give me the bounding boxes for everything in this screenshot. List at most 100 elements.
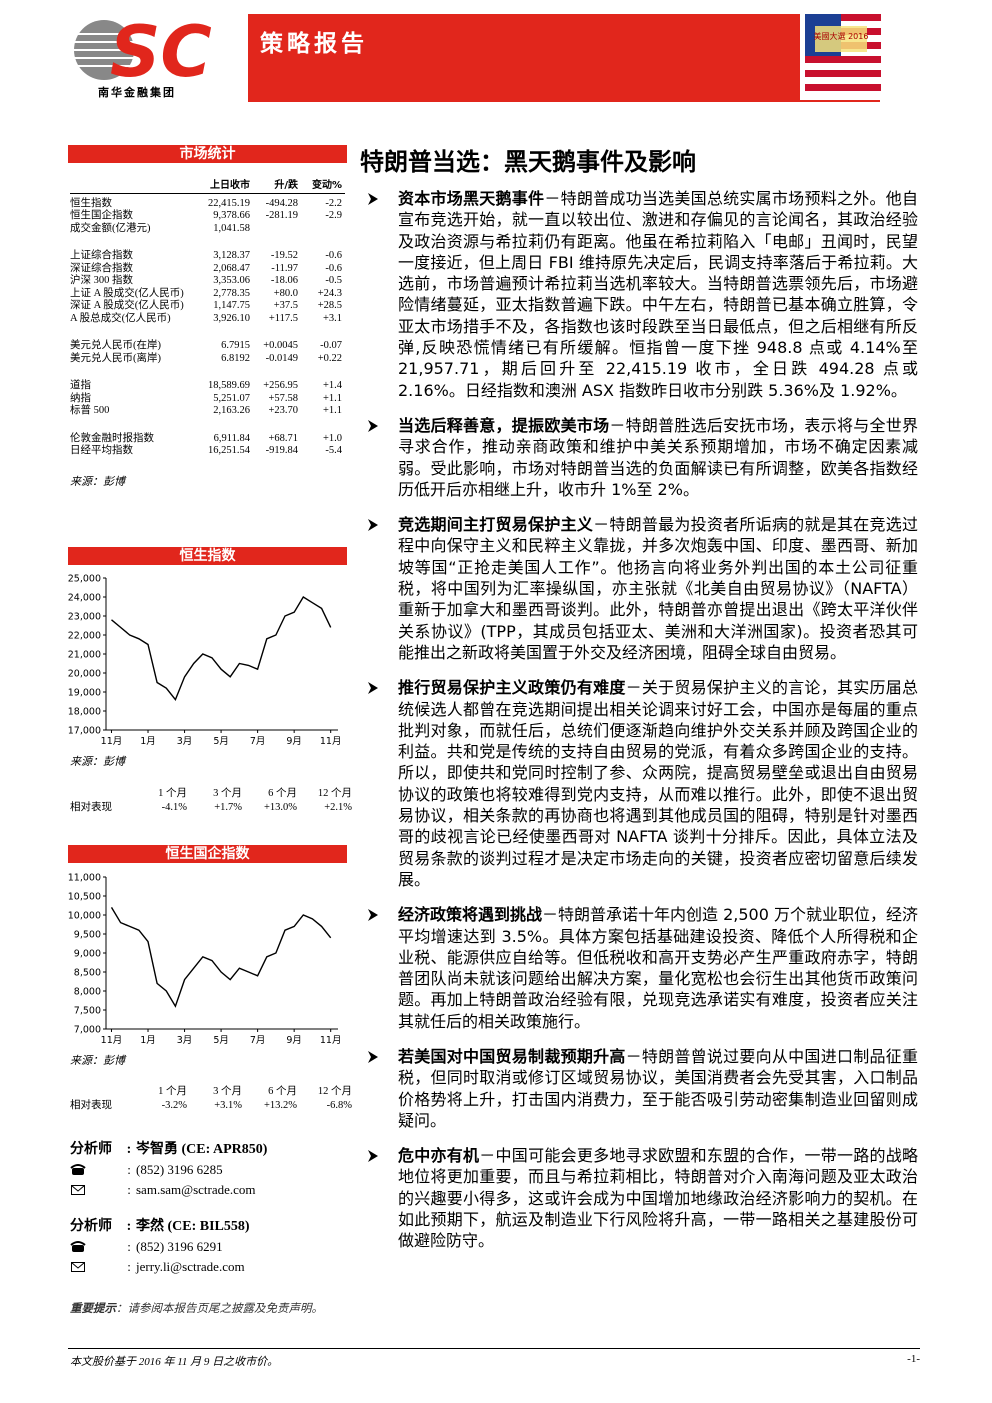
x-tick-label: 11月 [320, 1035, 342, 1046]
paragraph-body: －中国可能会更多地寻求欧盟和东盟的合作，一带一路的战略地位将更加重要，而且与希拉… [398, 1146, 918, 1251]
bullet [368, 1050, 378, 1063]
paragraph-body: －特朗普最为投资者所诟病的就是其在竞选过程中向保守主义和民粹主义靠拢，并多次炮轰… [398, 515, 918, 662]
flag: 美國大選 2016 [805, 14, 881, 100]
y-tick-label: 19,000 [68, 688, 101, 699]
stats-source: 来源：彭博 [70, 475, 125, 488]
separator: : [126, 1142, 132, 1157]
stats-label: A 股总成交(亿人民币) [70, 312, 171, 324]
spacer [70, 1085, 140, 1099]
paragraph-text: 当选后释善意，提振欧美市场－特朗普胜选后安抚市场，表示将与全世界寻求合作，推动亲… [398, 415, 918, 500]
stats-cell: +23.70 [268, 405, 298, 416]
stats-row: 恒生指数 22,415.19 -494.28 -2.2 [70, 198, 345, 211]
perf-value: +1.7% [214, 802, 242, 813]
globe-stripes [74, 33, 134, 67]
stats-cell: +1.4 [322, 380, 342, 391]
y-tick-label: 17,000 [68, 726, 101, 737]
stats-label: 沪深 300 指数 [70, 275, 133, 286]
bullet-shape [368, 1150, 378, 1163]
paragraph-heading: 经济政策将遇到挑战 [398, 905, 543, 925]
y-tick-label: 20,000 [68, 669, 101, 680]
icon-shape [70, 1241, 86, 1246]
stats-cell: +1.0 [322, 432, 342, 444]
perf-value: +2.1% [324, 802, 352, 813]
header-banner: 策略报告 [248, 14, 800, 100]
stats-cell: -0.6 [325, 250, 342, 261]
stats-cell: +3.1 [322, 312, 342, 324]
stats-row: 美元兑人民币(离岸) 6.8192 -0.0149 +0.22 [70, 353, 345, 366]
stats-row: 成交金额(亿港元) 1,041.58 [70, 223, 345, 236]
y-tick-label: 22,000 [68, 631, 101, 642]
stats-row: 上证 A 股成交(亿人民币) 2,778.35 +80.0 +24.3 [70, 288, 345, 301]
bullet-paragraph: 竞选期间主打贸易保护主义－特朗普最为投资者所诟病的就是其在竞选过程中向保守主义和… [360, 514, 920, 663]
footer-rule [68, 1348, 920, 1349]
stats-cell: 6.8192 [221, 352, 250, 364]
stats-label: 纳指 [70, 392, 91, 404]
analyst-name-row: 分析师: 岑智勇 (CE: APR850) [70, 1140, 350, 1160]
bullet-paragraph: 危中亦有机－中国可能会更多地寻求欧盟和东盟的合作，一带一路的战略地位将更加重要，… [360, 1145, 920, 1251]
perf-column-header: 1 个月 [158, 788, 187, 799]
notice-text: ：请参阅本报告页尾之披露及免责声明。 [116, 1301, 323, 1315]
stats-cell: -0.6 [325, 262, 342, 274]
stats-cell: 2,163.26 [213, 405, 250, 416]
analyst-phone: (852) 3196 6291 [136, 1239, 223, 1254]
analyst-email-row: : jerry.li@sctrade.com [70, 1257, 350, 1277]
y-tick-label: 18,000 [68, 707, 101, 718]
y-tick-label: 21,000 [68, 650, 101, 661]
paragraph-heading: 若美国对中国贸易制裁预期升高 [398, 1046, 626, 1066]
x-tick-label: 1月 [140, 1035, 156, 1046]
x-tick-label: 11月 [320, 736, 342, 747]
stats-cell: -0.0149 [265, 352, 298, 364]
icon-shape [72, 1245, 84, 1252]
index-line [110, 907, 332, 1008]
phone-icon [70, 1164, 86, 1175]
bullet-paragraph: 若美国对中国贸易制裁预期升高－特朗普曾说过要向从中国进口制品征重税，但同时取消或… [360, 1046, 920, 1131]
stats-label: 恒生国企指数 [70, 210, 133, 221]
perf-value: -6.8% [326, 1100, 352, 1111]
perf-value: +13.2% [263, 1100, 297, 1111]
email-icon [71, 1185, 85, 1195]
performance-table: 1 个月 3 个月 6 个月 12 个月 相对表现 -4.1% +1.7% +13.0% +2.… [70, 787, 352, 815]
page-number: -1- [907, 1353, 920, 1365]
paragraph-heading: 推行贸易保护主义政策仍有难度 [398, 678, 626, 698]
column-header: 上日收市 [210, 180, 250, 191]
stats-cell: +0.0045 [263, 340, 298, 351]
logo: SC [74, 14, 212, 86]
stats-cell: -919.84 [265, 445, 298, 456]
stats-label: 标普 500 [70, 405, 110, 416]
y-tick-label: 10,000 [68, 911, 101, 922]
stats-cell: +80.0 [273, 287, 298, 299]
stats-cell: -5.4 [325, 445, 342, 456]
paragraph-text: 危中亦有机－中国可能会更多地寻求欧盟和东盟的合作，一带一路的战略地位将更加重要，… [398, 1145, 918, 1251]
perf-value: -3.2% [161, 1100, 187, 1111]
article-body: 资本市场黑天鹅事件－特朗普成功当选美国总统实属市场预料之外。他自宣布竞选开始，就… [360, 188, 920, 1266]
stats-row: 标普 500 2,163.26 +23.70 +1.1 [70, 405, 345, 418]
perf-column-header: 12 个月 [317, 788, 352, 799]
bullet-shape [368, 1050, 378, 1063]
bullet-paragraph: 资本市场黑天鹅事件－特朗普成功当选美国总统实属市场预料之外。他自宣布竞选开始，就… [360, 188, 920, 401]
x-tick-label: 9月 [286, 1035, 302, 1046]
stats-cell: -0.07 [320, 340, 342, 351]
analyst-label: 分析师 [70, 1142, 112, 1157]
stats-group: 道指 18,589.69 +256.95 +1.4 纳指 5,251.07 +57.58 +1… [70, 380, 345, 418]
stats-cell: 3,128.37 [213, 250, 250, 261]
email-icon [71, 1262, 85, 1272]
perf-column-header: 12 个月 [317, 1086, 352, 1097]
stats-header: 上日收市 升/跌 变动% [70, 180, 345, 194]
stats-row: 伦敦金融时报指数 6,911.84 +68.71 +1.0 [70, 433, 345, 446]
paragraph-heading: 竞选期间主打贸易保护主义 [398, 515, 594, 535]
stats-cell: 9,378.66 [213, 210, 250, 221]
stats-cell: -494.28 [265, 197, 298, 209]
icon-shape [72, 1168, 84, 1175]
analyst-email: sam.sam@sctrade.com [136, 1182, 256, 1197]
paragraph-body: －关于贸易保护主义的言论，其实历届总统候选人都曾在竞选期间提出相关论调来讨好工会… [398, 678, 918, 889]
bullet [368, 1150, 378, 1163]
stats-cell: +28.5 [317, 300, 342, 311]
report-type: 策略报告 [260, 31, 368, 57]
icon-shape [70, 1164, 86, 1169]
stats-cell: -0.5 [325, 275, 342, 286]
stats-group: 美元兑人民币(在岸) 6.7915 +0.0045 -0.07 美元兑人民币(离岸) 6.… [70, 340, 345, 365]
y-tick-label: 9,500 [74, 930, 101, 941]
paragraph-text: 若美国对中国贸易制裁预期升高－特朗普曾说过要向从中国进口制品征重税，但同时取消或… [398, 1046, 918, 1131]
stats-cell: 6,911.84 [213, 432, 250, 444]
